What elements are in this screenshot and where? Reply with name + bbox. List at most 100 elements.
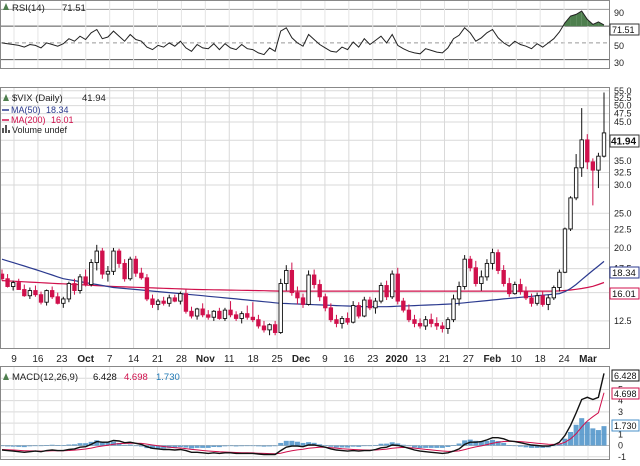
- candle-body: [239, 313, 244, 319]
- volume-legend-icon: [2, 125, 10, 133]
- x-axis-label: 24: [559, 354, 571, 365]
- rsi-overbought-area: [576, 11, 582, 27]
- x-axis-label: 16: [32, 354, 44, 365]
- ma200-value: 16.01: [51, 115, 74, 125]
- candle-body: [250, 316, 256, 321]
- macd-hist-bar: [300, 442, 306, 446]
- candle-body: [495, 252, 501, 271]
- candle-body: [434, 322, 439, 327]
- x-axis-label: Mar: [579, 354, 597, 365]
- candle-body: [423, 319, 428, 327]
- rsi-grid: [1, 1, 609, 68]
- macd-hist-bar: [272, 445, 278, 447]
- candle-body: [245, 313, 250, 318]
- macd-hist-bar: [450, 445, 457, 446]
- candle-body: [479, 276, 484, 285]
- macd-hist-bar: [356, 445, 362, 447]
- macd-hist-bar: [27, 445, 33, 447]
- symbol-label: $VIX (Daily): [12, 93, 63, 104]
- macd-hist-bar: [523, 445, 529, 448]
- x-axis-label: 27: [463, 354, 475, 365]
- rsi-tick-label: 30: [614, 58, 624, 68]
- x-axis-label: 21: [439, 354, 451, 365]
- candle-body: [289, 269, 295, 294]
- macd-hist-bar: [434, 445, 440, 448]
- x-axis-label: 21: [152, 354, 164, 365]
- macd-tag: 6.428: [614, 371, 637, 381]
- macd-hist-bar: [239, 445, 245, 447]
- candle-body: [367, 299, 373, 309]
- macd-hist-bar: [255, 445, 261, 447]
- macd-legend: MACD(12,26,9) 6.428 4.698 1.730: [3, 372, 180, 383]
- macd-hist-bar: [99, 441, 105, 446]
- macd-hist-bar: [595, 430, 601, 446]
- candle-body: [100, 250, 105, 275]
- macd-hist-bar: [372, 444, 378, 446]
- rsi-overbought-area: [570, 14, 577, 27]
- price-legend: $VIX (Daily) 41.94 MA(50) 18.34 MA(200) …: [2, 93, 106, 135]
- ma50-value: 18.34: [46, 105, 69, 115]
- macd-hist-bar: [495, 441, 501, 446]
- ma200-tag: 16.01: [612, 289, 636, 300]
- macd-hist-bar: [138, 445, 144, 447]
- candle-body: [451, 298, 456, 321]
- candle-body: [128, 258, 133, 280]
- candle-body: [44, 290, 49, 303]
- macd-hist-bar: [584, 421, 590, 446]
- candle-body: [183, 293, 189, 312]
- x-axis-label: 14: [128, 354, 140, 365]
- price-legend-icon: [3, 94, 9, 101]
- macd-hist-bar: [484, 440, 490, 446]
- macd-hist-bar: [350, 445, 356, 447]
- candle-body: [72, 283, 77, 291]
- macd-hist-bar: [261, 445, 267, 447]
- macd-hist-bar: [10, 445, 16, 447]
- macd-hist-bar: [250, 445, 256, 447]
- macd-hist-bar: [400, 444, 406, 446]
- candle-body: [150, 298, 155, 305]
- candle-body: [356, 305, 361, 317]
- candle-body: [206, 314, 211, 318]
- price-tick-label: 30.0: [614, 180, 632, 190]
- macd-tick-label: 0: [618, 441, 623, 451]
- candle-body: [5, 278, 10, 287]
- macd-hist-bar: [411, 445, 417, 448]
- candle-body: [462, 258, 467, 287]
- macd-hist-bar: [512, 445, 518, 447]
- macd-hist-bar: [211, 445, 217, 447]
- candle-body: [373, 300, 378, 309]
- candle-body: [66, 283, 72, 300]
- rsi-value: 71.51: [62, 3, 86, 14]
- candle-body: [417, 322, 423, 327]
- rsi-panel: 90 70 50 30 71.51 RSI(14) 71.51: [0, 0, 640, 69]
- macd-hist-bar: [473, 440, 479, 446]
- macd-signal-value: 4.698: [124, 372, 148, 383]
- candle-body: [501, 269, 506, 285]
- macd-hist-bar: [155, 445, 161, 449]
- macd-hist-bar: [529, 445, 535, 448]
- macd-hist-bar: [556, 443, 562, 446]
- macd-legend-icon: [3, 373, 9, 380]
- price-tick-label: 55.0: [614, 86, 632, 96]
- signal-tag-box: [611, 387, 640, 400]
- x-axis-label: 9: [11, 354, 17, 365]
- macd-hist-bar: [462, 440, 468, 446]
- candle-body: [172, 297, 177, 302]
- candle-body: [144, 277, 150, 300]
- price-tick-label: 52.5: [614, 93, 632, 103]
- candle-body: [546, 297, 551, 305]
- x-axis-label: 25: [272, 354, 284, 365]
- candle-body: [512, 284, 517, 295]
- candle-body: [395, 273, 400, 302]
- macd-hist-bar: [445, 445, 451, 447]
- candle-body: [523, 291, 529, 299]
- macd-hist-bar: [517, 445, 523, 447]
- macd-hist-bar: [94, 440, 100, 446]
- price-tick-label: 45.0: [614, 117, 632, 127]
- x-axis-label: 10: [511, 354, 523, 365]
- macd-hist-bar: [317, 444, 323, 446]
- price-tick-label: 35.0: [614, 156, 632, 166]
- x-axis-label: Oct: [77, 354, 94, 365]
- candle-body: [155, 300, 161, 305]
